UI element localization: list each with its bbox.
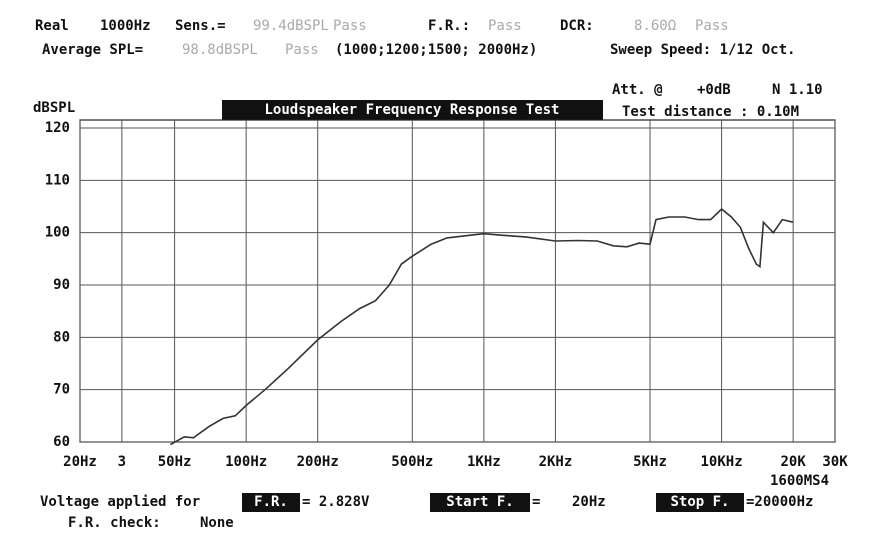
footer: =20000Hz <box>746 494 813 510</box>
header: 8.60Ω <box>634 18 676 34</box>
title-box <box>222 100 603 120</box>
y-tick-label: 70 <box>53 382 70 398</box>
x-tick-label: 30K <box>822 454 848 470</box>
x-tick-label: 100Hz <box>225 454 267 470</box>
footer: None <box>200 515 234 531</box>
x-tick-label: 3 <box>118 454 126 470</box>
y-tick-label: 60 <box>53 434 70 450</box>
header: Sens.= <box>175 18 226 34</box>
header: 98.8dBSPL <box>182 42 258 58</box>
footer: = <box>532 494 540 510</box>
x-tick-label: 20Hz <box>63 454 97 470</box>
x-tick-label: 20K <box>780 454 806 470</box>
y-tick-label: 120 <box>45 120 70 136</box>
header: 1000Hz <box>100 18 151 34</box>
x-tick-label: 50Hz <box>158 454 192 470</box>
y-tick-label: 110 <box>45 172 70 188</box>
footer: F.R. <box>254 494 288 510</box>
y-axis-label: dBSPL <box>33 100 75 116</box>
x-tick-label: 200Hz <box>297 454 339 470</box>
header: 99.4dBSPL <box>253 18 329 34</box>
x-tick-label: 10KHz <box>701 454 743 470</box>
footer: Voltage applied for <box>40 494 200 510</box>
footer: Stop F. <box>670 494 729 510</box>
label-box <box>656 493 744 512</box>
header: Pass <box>285 42 319 58</box>
header: Test distance : 0.10M <box>622 104 799 120</box>
header: DCR: <box>560 18 594 34</box>
footer: 20Hz <box>572 494 606 510</box>
footer: 1600MS4 <box>770 473 829 489</box>
x-tick-label: 5KHz <box>633 454 667 470</box>
label-box <box>430 493 530 512</box>
series-line <box>170 208 794 446</box>
x-tick-label: 2KHz <box>539 454 573 470</box>
footer: Start F. <box>446 494 513 510</box>
header: Sweep Speed: 1/12 Oct. <box>610 42 795 58</box>
chart-title: Loudspeaker Frequency Response Test <box>264 102 559 118</box>
header: Pass <box>695 18 729 34</box>
header: Real <box>35 18 69 34</box>
label-box <box>242 493 300 512</box>
footer: F.R. check: <box>68 515 161 531</box>
y-tick-label: 90 <box>53 277 70 293</box>
footer: = 2.828V <box>302 494 370 510</box>
header: +0dB <box>697 82 731 98</box>
header: Att. @ <box>612 82 663 98</box>
header: F.R.: <box>428 18 470 34</box>
header: Pass <box>333 18 367 34</box>
header: Pass <box>488 18 522 34</box>
header: (1000;1200;1500; 2000Hz) <box>335 42 537 58</box>
x-tick-label: 500Hz <box>391 454 433 470</box>
header: N 1.10 <box>772 82 823 98</box>
y-tick-label: 100 <box>45 225 70 241</box>
y-tick-label: 80 <box>53 329 70 345</box>
header: Average SPL= <box>42 42 143 58</box>
x-tick-label: 1KHz <box>467 454 501 470</box>
